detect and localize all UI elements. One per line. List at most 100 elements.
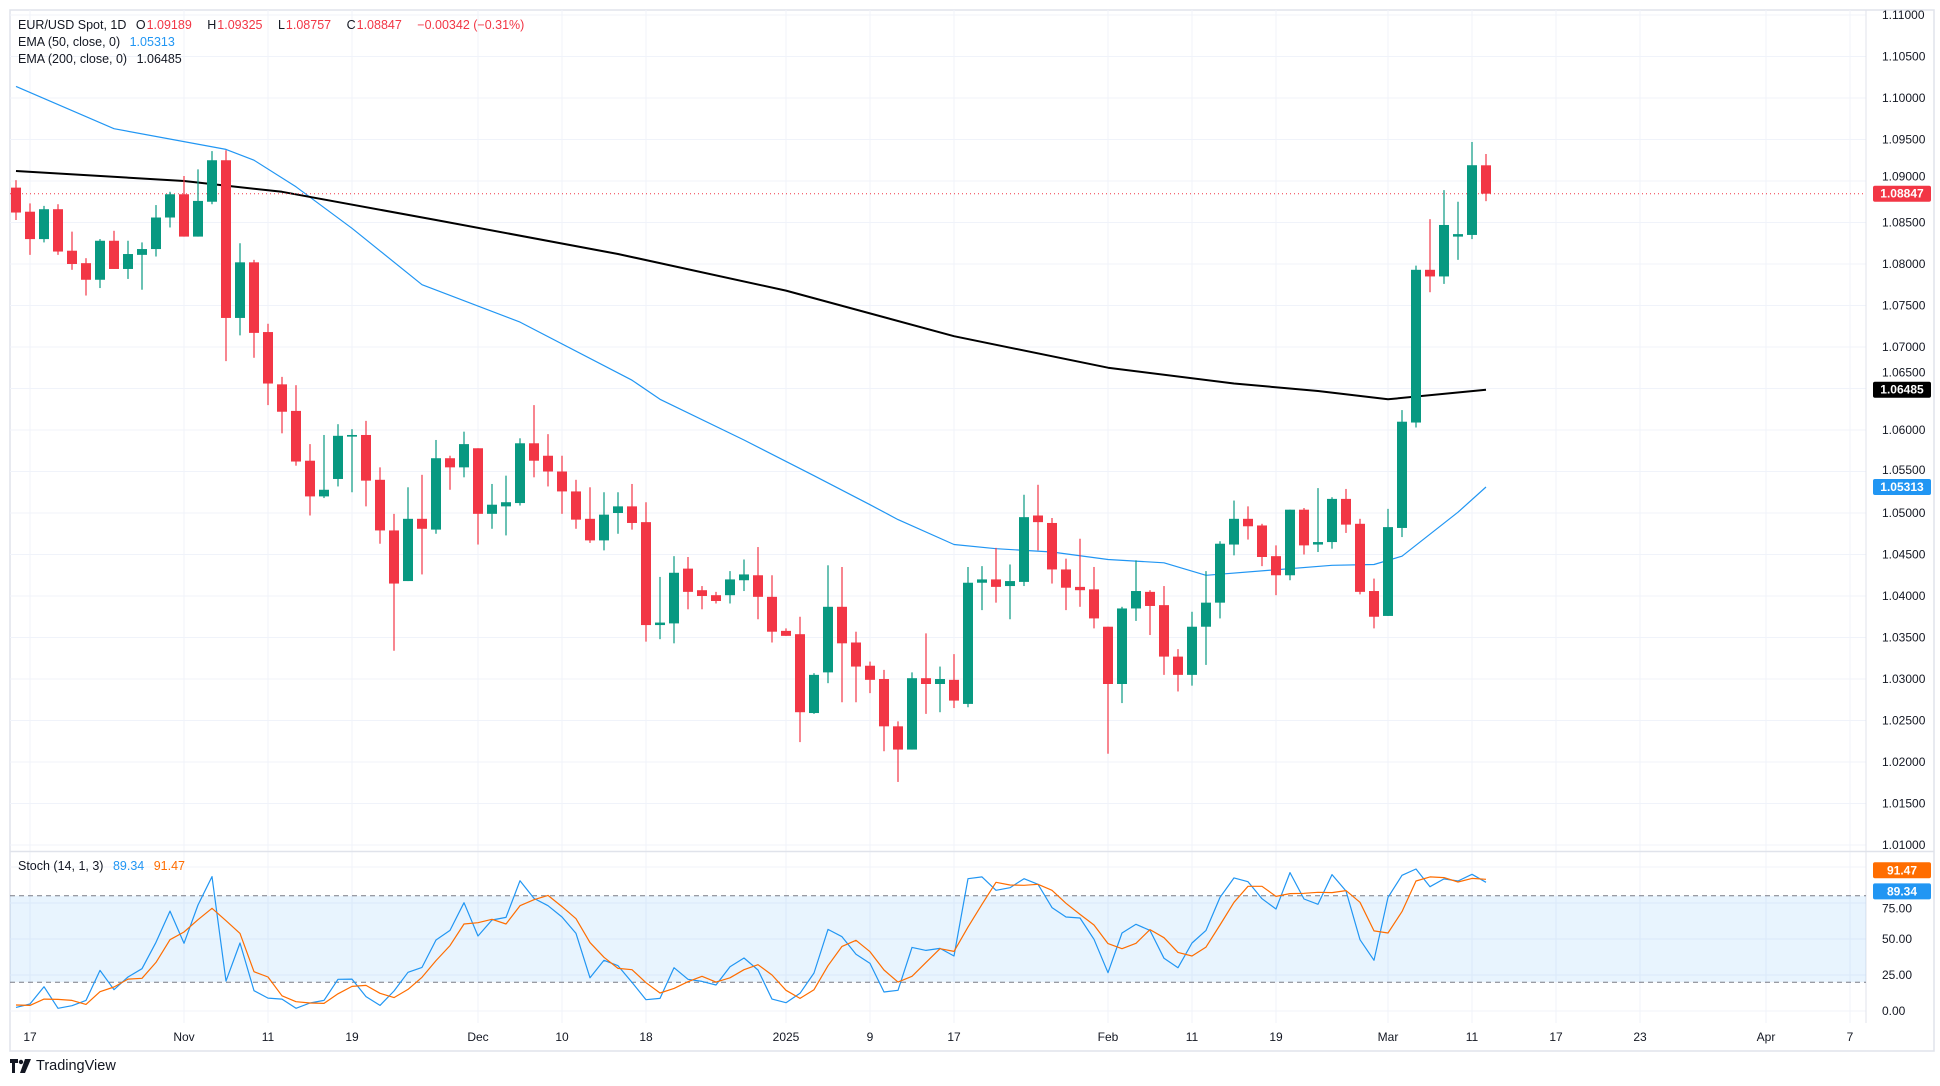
candle-body[interactable] <box>389 530 399 584</box>
candle-body[interactable] <box>543 455 553 472</box>
candle-body[interactable] <box>137 249 147 255</box>
candle-body[interactable] <box>1285 509 1295 576</box>
candle-body[interactable] <box>249 262 259 333</box>
candle-body[interactable] <box>151 217 161 250</box>
candle-body[interactable] <box>977 579 987 583</box>
candle-body[interactable] <box>165 194 175 218</box>
candle-body[interactable] <box>921 678 931 684</box>
candle-body[interactable] <box>417 518 427 529</box>
candle-body[interactable] <box>585 518 595 541</box>
candle-body[interactable] <box>501 502 511 507</box>
candle-body[interactable] <box>991 579 1001 587</box>
candle-body[interactable] <box>347 434 357 437</box>
candle-body[interactable] <box>1355 523 1365 592</box>
candle-body[interactable] <box>403 518 413 582</box>
candle-body[interactable] <box>1019 517 1029 582</box>
candle-body[interactable] <box>1313 542 1323 545</box>
candle-body[interactable] <box>1061 569 1071 588</box>
candle-body[interactable] <box>263 332 273 384</box>
candle-body[interactable] <box>1243 518 1253 527</box>
candle-body[interactable] <box>95 240 105 280</box>
candle-body[interactable] <box>487 504 497 514</box>
stoch-legend[interactable]: Stoch (14, 1, 3) 89.34 91.47 <box>18 858 191 874</box>
candle-body[interactable] <box>1159 605 1169 657</box>
candle-body[interactable] <box>1187 626 1197 675</box>
candle-body[interactable] <box>1397 421 1407 528</box>
candle-body[interactable] <box>109 240 119 269</box>
candle-body[interactable] <box>851 642 861 667</box>
candle-body[interactable] <box>459 444 469 468</box>
candle-body[interactable] <box>277 384 287 412</box>
candle-body[interactable] <box>879 679 889 727</box>
candle-body[interactable] <box>333 435 343 479</box>
candle-body[interactable] <box>361 434 371 481</box>
candle-body[interactable] <box>711 595 721 601</box>
candle-body[interactable] <box>907 678 917 750</box>
candle-body[interactable] <box>1005 581 1015 587</box>
candle-body[interactable] <box>1047 522 1057 570</box>
candle-body[interactable] <box>683 568 693 592</box>
candle-body[interactable] <box>893 726 903 750</box>
candle-body[interactable] <box>697 590 707 597</box>
candle-body[interactable] <box>1257 525 1267 557</box>
candle-body[interactable] <box>1089 589 1099 619</box>
candle-body[interactable] <box>235 262 245 318</box>
candle-body[interactable] <box>1299 509 1309 546</box>
candle-body[interactable] <box>669 572 679 624</box>
candle-body[interactable] <box>1481 165 1491 194</box>
candle-body[interactable] <box>25 211 35 240</box>
candle-body[interactable] <box>781 630 791 636</box>
candle-body[interactable] <box>1145 591 1155 606</box>
candle-body[interactable] <box>627 506 637 523</box>
candle-body[interactable] <box>179 194 189 237</box>
candle-body[interactable] <box>53 209 63 252</box>
candle-body[interactable] <box>1383 527 1393 616</box>
candle-body[interactable] <box>557 471 567 492</box>
candle-body[interactable] <box>1341 498 1351 525</box>
candle-body[interactable] <box>1103 626 1113 684</box>
candle-body[interactable] <box>221 160 231 318</box>
candle-body[interactable] <box>1229 518 1239 545</box>
candle-body[interactable] <box>1117 608 1127 684</box>
candle-body[interactable] <box>1131 591 1141 609</box>
candle-body[interactable] <box>1453 234 1463 237</box>
candle-body[interactable] <box>375 479 385 531</box>
candle-body[interactable] <box>767 596 777 632</box>
candle-body[interactable] <box>823 606 833 673</box>
candle-body[interactable] <box>81 263 91 280</box>
candle-body[interactable] <box>515 443 525 504</box>
candle-body[interactable] <box>1033 515 1043 523</box>
candle-body[interactable] <box>1439 224 1449 277</box>
candle-body[interactable] <box>949 679 959 701</box>
tradingview-logo[interactable]: TradingView <box>10 1058 116 1074</box>
candle-body[interactable] <box>473 448 483 514</box>
candle-body[interactable] <box>571 491 581 520</box>
ema200-legend[interactable]: EMA (200, close, 0) 1.06485 <box>18 51 188 67</box>
candle-body[interactable] <box>963 582 973 704</box>
candle-body[interactable] <box>739 574 749 581</box>
candle-body[interactable] <box>753 575 763 597</box>
candle-body[interactable] <box>935 679 945 684</box>
candle-body[interactable] <box>1467 165 1477 235</box>
ema50-legend[interactable]: EMA (50, close, 0) 1.05313 <box>18 34 181 50</box>
candle-body[interactable] <box>655 622 665 626</box>
candle-body[interactable] <box>11 187 21 213</box>
candle-body[interactable] <box>1425 269 1435 277</box>
candle-body[interactable] <box>1215 543 1225 603</box>
candle-body[interactable] <box>1271 556 1281 576</box>
candle-body[interactable] <box>613 506 623 514</box>
candle-body[interactable] <box>291 410 301 462</box>
candle-body[interactable] <box>865 665 875 680</box>
candle-body[interactable] <box>305 460 315 497</box>
candle-body[interactable] <box>1173 656 1183 675</box>
candle-body[interactable] <box>445 458 455 468</box>
candle-body[interactable] <box>193 200 203 237</box>
candle-body[interactable] <box>1411 269 1421 423</box>
candle-body[interactable] <box>809 674 819 714</box>
candle-body[interactable] <box>319 489 329 497</box>
candle-body[interactable] <box>641 522 651 626</box>
candle-body[interactable] <box>529 443 539 461</box>
candle-body[interactable] <box>795 634 805 713</box>
candle-body[interactable] <box>725 579 735 596</box>
